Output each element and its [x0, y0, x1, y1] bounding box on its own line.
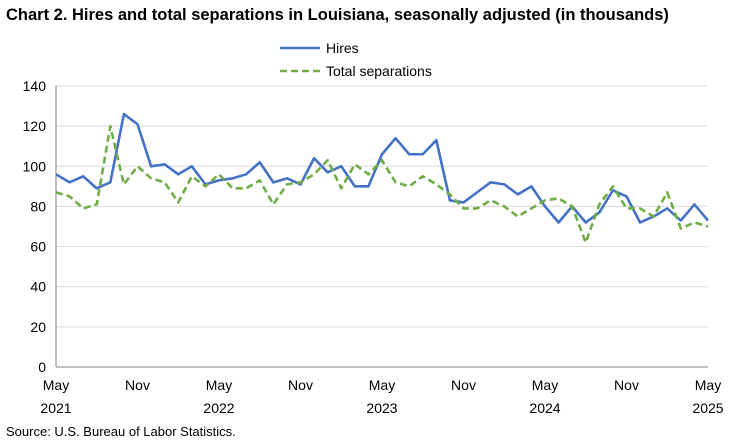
x-tick-month: May	[369, 377, 395, 393]
series-line-total-separations	[55, 124, 709, 244]
x-tick-year: 2023	[366, 400, 397, 416]
legend-label: Hires	[326, 40, 359, 56]
x-tick-month: Nov	[614, 377, 639, 393]
y-tick-label: 0	[38, 359, 46, 375]
y-tick-label: 140	[23, 78, 47, 94]
y-tick-labels: 0 20 40 60 80 100 120 140	[23, 78, 47, 375]
source-note: Source: U.S. Bureau of Labor Statistics.	[6, 424, 236, 439]
x-tick-month: Nov	[288, 377, 313, 393]
y-tick-label: 40	[30, 279, 46, 295]
series-line-hires	[55, 112, 709, 224]
x-tick-year: 2025	[692, 400, 723, 416]
x-tick-month: May	[532, 377, 558, 393]
x-tick-labels: May 2021 Nov May 2022 Nov May 2023 Nov May 2024 Nov…	[40, 377, 723, 416]
y-tick-label: 80	[30, 198, 46, 214]
x-tick-year: 2021	[40, 400, 71, 416]
x-tick-month: May	[206, 377, 232, 393]
x-tick-month: Nov	[125, 377, 150, 393]
x-tick-month: May	[695, 377, 721, 393]
y-tick-label: 60	[30, 239, 46, 255]
legend-label: Total separations	[326, 63, 432, 79]
y-tick-label: 120	[23, 118, 47, 134]
series-lines	[55, 112, 709, 244]
legend: Hires Total separations	[280, 40, 432, 79]
gridlines	[56, 85, 708, 328]
y-tick-label: 20	[30, 319, 46, 335]
y-tick-label: 100	[23, 158, 47, 174]
x-tick-year: 2022	[203, 400, 234, 416]
x-tick-year: 2024	[529, 400, 560, 416]
x-tick-month: Nov	[451, 377, 476, 393]
x-tick-month: May	[43, 377, 69, 393]
chart-title: Chart 2. Hires and total separations in …	[6, 6, 669, 24]
axes	[55, 86, 708, 368]
